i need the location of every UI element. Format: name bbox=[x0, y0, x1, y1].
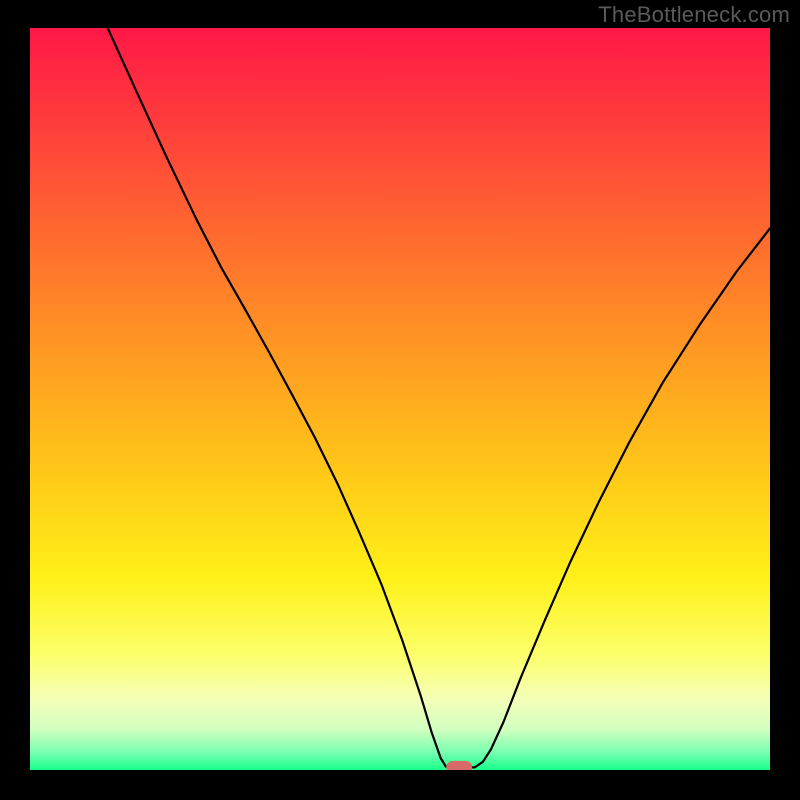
plot-area bbox=[30, 28, 770, 770]
gradient-background bbox=[30, 28, 770, 770]
bottleneck-marker bbox=[446, 761, 472, 770]
plot-svg bbox=[30, 28, 770, 770]
chart-stage: TheBottleneck.com bbox=[0, 0, 800, 800]
watermark-text: TheBottleneck.com bbox=[598, 2, 790, 28]
